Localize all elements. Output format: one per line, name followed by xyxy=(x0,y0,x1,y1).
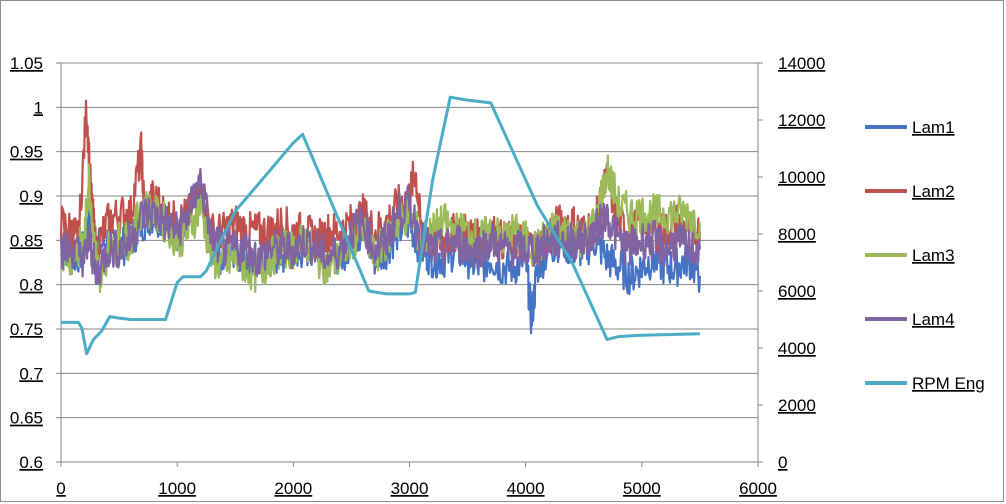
y-tick-label: 0.8 xyxy=(19,276,43,295)
x-tick-label: 4000 xyxy=(507,479,545,498)
y2-tick-label: 8000 xyxy=(778,225,816,244)
legend: Lam1 Lam2 Lam3 Lam4 RPM Eng xyxy=(865,118,985,393)
x-tick-label: 5000 xyxy=(623,479,661,498)
legend-label: Lam4 xyxy=(912,310,955,329)
y-axis-right-ticks: 0 2000 4000 6000 8000 10000 12000 14000 xyxy=(778,54,825,472)
y-axis-left-ticks: 0.6 0.65 0.7 0.75 0.8 0.85 0.9 0.95 1 1.05 xyxy=(10,54,43,472)
legend-label: RPM Eng xyxy=(912,374,985,393)
series-line-rpm-eng xyxy=(61,95,700,356)
y2-tick-label: 10000 xyxy=(778,168,825,187)
y-tick-label: 0.9 xyxy=(19,187,43,206)
x-tick-label: 2000 xyxy=(274,479,312,498)
legend-label: Lam2 xyxy=(912,182,955,201)
y-tick-label: 0.65 xyxy=(10,409,43,428)
legend-label: Lam1 xyxy=(912,118,955,137)
legend-label: Lam3 xyxy=(912,246,955,265)
x-axis-ticks: 0 1000 2000 3000 4000 5000 6000 xyxy=(56,479,777,498)
y2-tick-label: 14000 xyxy=(778,54,825,73)
y-tick-label: 1 xyxy=(34,98,43,117)
x-tick-label: 6000 xyxy=(739,479,777,498)
y-tick-label: 0.7 xyxy=(19,364,43,383)
series-line-lam4 xyxy=(59,167,701,286)
series-lines xyxy=(59,95,701,356)
x-tick-label: 1000 xyxy=(158,479,196,498)
y-tick-label: 0.75 xyxy=(10,320,43,339)
x-tick-label: 0 xyxy=(56,479,65,498)
y2-tick-label: 4000 xyxy=(778,339,816,358)
x-tick-label: 3000 xyxy=(391,479,429,498)
y-tick-label: 0.85 xyxy=(10,231,43,250)
y2-tick-label: 6000 xyxy=(778,282,816,301)
y-tick-label: 0.95 xyxy=(10,143,43,162)
y-tick-label: 1.05 xyxy=(10,54,43,73)
y2-tick-label: 12000 xyxy=(778,111,825,130)
y2-tick-label: 0 xyxy=(778,453,787,472)
y-tick-label: 0.6 xyxy=(19,453,43,472)
y2-tick-label: 2000 xyxy=(778,396,816,415)
plot-area xyxy=(56,62,763,467)
